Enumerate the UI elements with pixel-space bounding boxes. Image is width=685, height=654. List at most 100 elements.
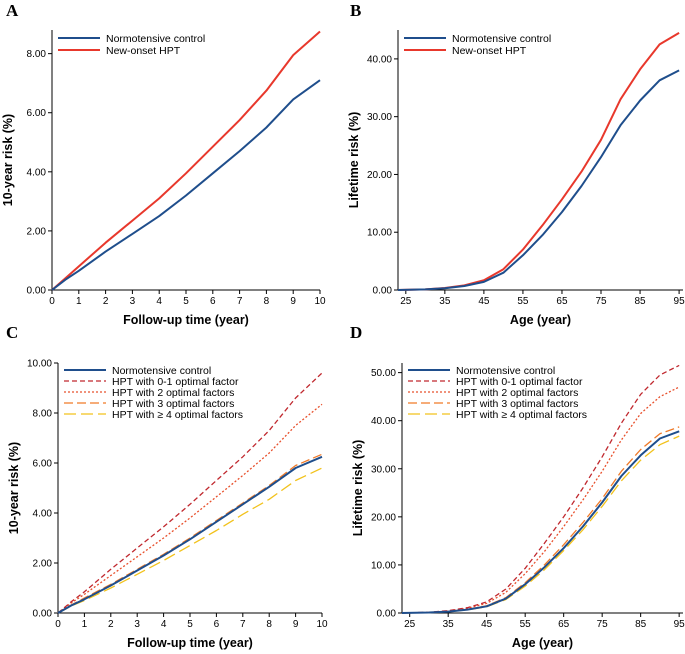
series-line-hpt-3 xyxy=(401,426,680,614)
y-tick-label: 4.00 xyxy=(27,167,47,178)
x-tick-label: 45 xyxy=(478,296,490,307)
x-tick-label: 10 xyxy=(316,619,328,630)
series-line-control xyxy=(397,69,680,291)
x-tick-label: 75 xyxy=(595,296,607,307)
x-tick-label: 3 xyxy=(130,296,136,307)
x-tick-label: 8 xyxy=(266,619,272,630)
legend-label: HPT with 0-1 optimal factor xyxy=(456,376,583,388)
y-tick-label: 0.00 xyxy=(27,286,47,297)
y-tick-label: 20.00 xyxy=(367,170,392,181)
x-tick-label: 35 xyxy=(439,296,451,307)
y-tick-label: 10.00 xyxy=(367,228,392,239)
y-tick-label: 8.00 xyxy=(33,409,53,420)
y-tick-label: 40.00 xyxy=(367,54,392,65)
y-tick-label: 40.00 xyxy=(371,416,396,427)
y-axis-label: Lifetime risk (%) xyxy=(347,112,361,209)
series-line-hpt-1 xyxy=(57,372,323,614)
chart-panel-d: D 25 35 45 55 65 75 85 95 0.00 10.00 20.00 30.00 40.0… xyxy=(350,323,685,650)
legend-label: New-onset HPT xyxy=(452,45,527,57)
x-tick-label: 7 xyxy=(237,296,243,307)
x-tick-label: 4 xyxy=(156,296,162,307)
x-tick-label: 95 xyxy=(674,296,685,307)
y-tick-label: 10.00 xyxy=(371,560,396,571)
x-axis-label: Age (year) xyxy=(510,313,571,327)
y-axis-label: Lifetime risk (%) xyxy=(351,440,365,537)
legend-label: New-onset HPT xyxy=(106,45,181,57)
x-tick-label: 75 xyxy=(597,619,609,630)
legend-label: Normotensive control xyxy=(112,365,211,377)
x-tick-label: 9 xyxy=(290,296,296,307)
series-line-control xyxy=(51,79,321,291)
y-tick-label: 0.00 xyxy=(373,286,393,297)
x-tick-label: 85 xyxy=(634,296,646,307)
x-tick-label: 95 xyxy=(674,619,685,630)
series-line-control xyxy=(401,430,680,614)
chart-panel-c: C 0 1 2 3 4 5 6 7 8 9 10 0.00 2.00 4.00 6.00 8.00 10.00 Fo… xyxy=(6,323,328,650)
series-line-hpt-1 xyxy=(51,30,321,291)
x-axis-label: Follow-up time (year) xyxy=(127,636,253,650)
x-tick-label: 25 xyxy=(400,296,412,307)
x-tick-label: 5 xyxy=(183,296,189,307)
x-tick-label: 1 xyxy=(76,296,82,307)
legend-label: Normotensive control xyxy=(456,365,555,377)
x-tick-label: 0 xyxy=(49,296,55,307)
panel-letter: B xyxy=(350,1,361,20)
x-tick-label: 3 xyxy=(134,619,140,630)
x-tick-label: 7 xyxy=(240,619,246,630)
chart-panel-b: B 25 35 45 55 65 75 85 95 0.00 10.00 20.00 30.00 40.0… xyxy=(347,1,685,327)
x-tick-label: 35 xyxy=(443,619,455,630)
legend-label: HPT with 3 optimal factors xyxy=(456,398,578,410)
x-tick-label: 65 xyxy=(556,296,568,307)
x-axis-label: Age (year) xyxy=(512,636,573,650)
series-line-hpt-1 xyxy=(401,364,680,614)
x-tick-label: 10 xyxy=(314,296,326,307)
legend-label: HPT with 0-1 optimal factor xyxy=(112,376,239,388)
x-tick-label: 2 xyxy=(103,296,109,307)
legend-label: Normotensive control xyxy=(106,33,205,45)
x-tick-label: 8 xyxy=(264,296,270,307)
y-tick-label: 6.00 xyxy=(27,108,47,119)
chart-panel-a: A 0 1 2 3 4 5 6 7 8 9 10 0.00 2.00 4.00 6.00 8.00 Follow-… xyxy=(1,1,326,327)
y-tick-label: 30.00 xyxy=(367,112,392,123)
series-line-hpt-2 xyxy=(57,403,323,614)
series-line-hpt-2 xyxy=(401,386,680,614)
legend-label: HPT with 3 optimal factors xyxy=(112,398,234,410)
x-axis-label: Follow-up time (year) xyxy=(123,313,249,327)
series-line-control xyxy=(57,455,323,614)
panel-letter: D xyxy=(350,323,362,342)
x-tick-label: 1 xyxy=(82,619,88,630)
y-axis-label: 10-year risk (%) xyxy=(1,114,15,206)
x-tick-label: 25 xyxy=(404,619,416,630)
y-tick-label: 0.00 xyxy=(377,609,397,620)
x-tick-label: 2 xyxy=(108,619,114,630)
legend-label: HPT with 2 optimal factors xyxy=(456,387,578,399)
y-tick-label: 4.00 xyxy=(33,509,53,520)
legend-label: HPT with ≥ 4 optimal factors xyxy=(456,409,587,421)
y-tick-label: 30.00 xyxy=(371,464,396,475)
panel-letter: A xyxy=(6,1,19,20)
x-tick-label: 9 xyxy=(293,619,299,630)
x-tick-label: 55 xyxy=(520,619,532,630)
y-axis-label: 10-year risk (%) xyxy=(7,442,21,534)
x-tick-label: 5 xyxy=(187,619,193,630)
y-tick-label: 2.00 xyxy=(33,559,53,570)
y-tick-label: 2.00 xyxy=(27,226,47,237)
series-line-hpt-1 xyxy=(397,32,680,291)
legend-label: HPT with ≥ 4 optimal factors xyxy=(112,409,243,421)
x-tick-label: 6 xyxy=(214,619,220,630)
x-tick-label: 45 xyxy=(481,619,493,630)
legend-label: HPT with 2 optimal factors xyxy=(112,387,234,399)
x-tick-label: 6 xyxy=(210,296,216,307)
y-tick-label: 8.00 xyxy=(27,49,47,60)
x-tick-label: 4 xyxy=(161,619,167,630)
series-line-hpt-3 xyxy=(57,453,323,614)
y-tick-label: 20.00 xyxy=(371,512,396,523)
x-tick-label: 85 xyxy=(635,619,647,630)
y-tick-label: 50.00 xyxy=(371,368,396,379)
y-tick-label: 10.00 xyxy=(27,359,52,370)
y-tick-label: 6.00 xyxy=(33,459,53,470)
x-tick-label: 55 xyxy=(517,296,529,307)
series-line-hpt-4 xyxy=(401,435,680,614)
panel-letter: C xyxy=(6,323,18,342)
x-tick-label: 65 xyxy=(558,619,570,630)
